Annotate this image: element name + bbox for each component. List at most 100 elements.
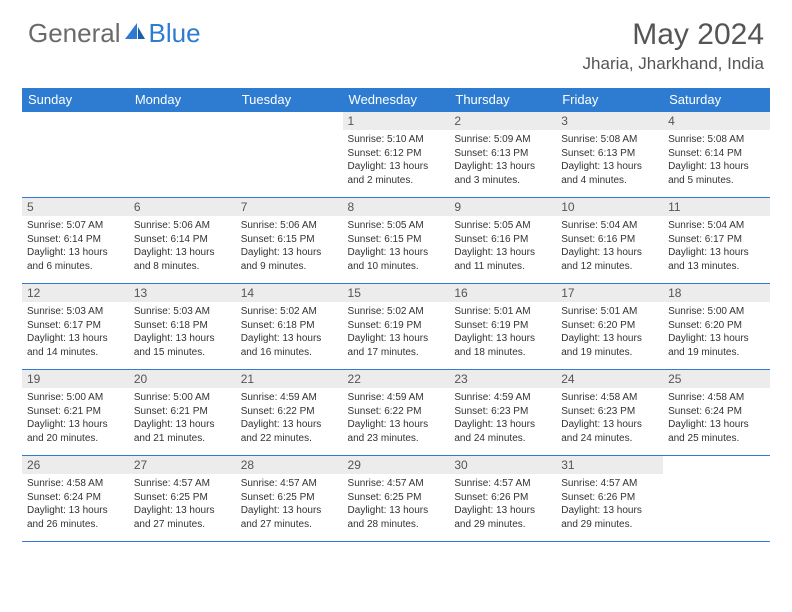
daylight-text: Daylight: 13 hours and 19 minutes. — [561, 332, 658, 359]
calendar-cell: 6Sunrise: 5:06 AMSunset: 6:14 PMDaylight… — [129, 198, 236, 284]
dow-header: Monday — [129, 88, 236, 112]
calendar-cell: 5Sunrise: 5:07 AMSunset: 6:14 PMDaylight… — [22, 198, 129, 284]
sunset-text: Sunset: 6:23 PM — [561, 405, 658, 419]
calendar-week: 19Sunrise: 5:00 AMSunset: 6:21 PMDayligh… — [22, 370, 770, 456]
daylight-text: Daylight: 13 hours and 21 minutes. — [134, 418, 231, 445]
sunset-text: Sunset: 6:25 PM — [348, 491, 445, 505]
daylight-text: Daylight: 13 hours and 26 minutes. — [27, 504, 124, 531]
header: General Blue May 2024 Jharia, Jharkhand,… — [0, 0, 792, 80]
day-number: 6 — [129, 198, 236, 216]
day-number: 13 — [129, 284, 236, 302]
sunrise-text: Sunrise: 5:09 AM — [454, 133, 551, 147]
sunset-text: Sunset: 6:22 PM — [241, 405, 338, 419]
day-data: Sunrise: 4:57 AMSunset: 6:25 PMDaylight:… — [343, 474, 450, 534]
calendar-cell: 2Sunrise: 5:09 AMSunset: 6:13 PMDaylight… — [449, 112, 556, 198]
day-number: 18 — [663, 284, 770, 302]
day-data: Sunrise: 4:58 AMSunset: 6:23 PMDaylight:… — [556, 388, 663, 448]
day-number: 30 — [449, 456, 556, 474]
sunrise-text: Sunrise: 5:02 AM — [348, 305, 445, 319]
sunset-text: Sunset: 6:25 PM — [134, 491, 231, 505]
sunset-text: Sunset: 6:13 PM — [561, 147, 658, 161]
daylight-text: Daylight: 13 hours and 29 minutes. — [454, 504, 551, 531]
calendar-cell — [22, 112, 129, 198]
dow-header: Thursday — [449, 88, 556, 112]
dow-header: Friday — [556, 88, 663, 112]
sunrise-text: Sunrise: 5:01 AM — [454, 305, 551, 319]
sunrise-text: Sunrise: 4:59 AM — [454, 391, 551, 405]
sunset-text: Sunset: 6:26 PM — [561, 491, 658, 505]
calendar-cell — [663, 456, 770, 542]
day-number: 2 — [449, 112, 556, 130]
daylight-text: Daylight: 13 hours and 12 minutes. — [561, 246, 658, 273]
sunrise-text: Sunrise: 4:58 AM — [561, 391, 658, 405]
sunrise-text: Sunrise: 4:58 AM — [27, 477, 124, 491]
sunrise-text: Sunrise: 5:01 AM — [561, 305, 658, 319]
sunset-text: Sunset: 6:18 PM — [134, 319, 231, 333]
day-data: Sunrise: 5:03 AMSunset: 6:17 PMDaylight:… — [22, 302, 129, 362]
logo-text-blue: Blue — [149, 18, 201, 49]
daylight-text: Daylight: 13 hours and 8 minutes. — [134, 246, 231, 273]
day-number: 29 — [343, 456, 450, 474]
calendar-cell: 16Sunrise: 5:01 AMSunset: 6:19 PMDayligh… — [449, 284, 556, 370]
location: Jharia, Jharkhand, India — [583, 54, 764, 74]
day-number: 11 — [663, 198, 770, 216]
day-number: 1 — [343, 112, 450, 130]
day-data: Sunrise: 5:08 AMSunset: 6:14 PMDaylight:… — [663, 130, 770, 190]
sunrise-text: Sunrise: 5:00 AM — [668, 305, 765, 319]
daylight-text: Daylight: 13 hours and 27 minutes. — [134, 504, 231, 531]
day-data: Sunrise: 4:57 AMSunset: 6:25 PMDaylight:… — [236, 474, 343, 534]
daylight-text: Daylight: 13 hours and 10 minutes. — [348, 246, 445, 273]
calendar-cell: 10Sunrise: 5:04 AMSunset: 6:16 PMDayligh… — [556, 198, 663, 284]
calendar-cell: 17Sunrise: 5:01 AMSunset: 6:20 PMDayligh… — [556, 284, 663, 370]
daylight-text: Daylight: 13 hours and 27 minutes. — [241, 504, 338, 531]
sunrise-text: Sunrise: 5:04 AM — [668, 219, 765, 233]
sunset-text: Sunset: 6:24 PM — [668, 405, 765, 419]
day-data: Sunrise: 5:05 AMSunset: 6:16 PMDaylight:… — [449, 216, 556, 276]
daylight-text: Daylight: 13 hours and 2 minutes. — [348, 160, 445, 187]
month-title: May 2024 — [583, 18, 764, 52]
dow-header: Saturday — [663, 88, 770, 112]
logo-text-general: General — [28, 18, 121, 49]
sunset-text: Sunset: 6:25 PM — [241, 491, 338, 505]
day-data: Sunrise: 5:04 AMSunset: 6:17 PMDaylight:… — [663, 216, 770, 276]
daylight-text: Daylight: 13 hours and 14 minutes. — [27, 332, 124, 359]
daylight-text: Daylight: 13 hours and 11 minutes. — [454, 246, 551, 273]
sunrise-text: Sunrise: 4:59 AM — [348, 391, 445, 405]
sunrise-text: Sunrise: 5:00 AM — [27, 391, 124, 405]
calendar-cell — [129, 112, 236, 198]
calendar-cell: 15Sunrise: 5:02 AMSunset: 6:19 PMDayligh… — [343, 284, 450, 370]
day-number: 15 — [343, 284, 450, 302]
day-number: 4 — [663, 112, 770, 130]
day-data: Sunrise: 5:00 AMSunset: 6:20 PMDaylight:… — [663, 302, 770, 362]
day-data: Sunrise: 5:02 AMSunset: 6:19 PMDaylight:… — [343, 302, 450, 362]
dow-header: Wednesday — [343, 88, 450, 112]
day-number: 19 — [22, 370, 129, 388]
sunrise-text: Sunrise: 5:00 AM — [134, 391, 231, 405]
calendar-week: 26Sunrise: 4:58 AMSunset: 6:24 PMDayligh… — [22, 456, 770, 542]
calendar-cell: 18Sunrise: 5:00 AMSunset: 6:20 PMDayligh… — [663, 284, 770, 370]
sunset-text: Sunset: 6:16 PM — [561, 233, 658, 247]
day-number: 17 — [556, 284, 663, 302]
day-data: Sunrise: 5:07 AMSunset: 6:14 PMDaylight:… — [22, 216, 129, 276]
sunset-text: Sunset: 6:26 PM — [454, 491, 551, 505]
sunrise-text: Sunrise: 4:58 AM — [668, 391, 765, 405]
calendar-cell: 9Sunrise: 5:05 AMSunset: 6:16 PMDaylight… — [449, 198, 556, 284]
daylight-text: Daylight: 13 hours and 17 minutes. — [348, 332, 445, 359]
calendar-cell: 24Sunrise: 4:58 AMSunset: 6:23 PMDayligh… — [556, 370, 663, 456]
calendar-cell: 13Sunrise: 5:03 AMSunset: 6:18 PMDayligh… — [129, 284, 236, 370]
day-number: 22 — [343, 370, 450, 388]
sunrise-text: Sunrise: 4:57 AM — [241, 477, 338, 491]
sunset-text: Sunset: 6:14 PM — [27, 233, 124, 247]
day-number: 27 — [129, 456, 236, 474]
day-data: Sunrise: 5:06 AMSunset: 6:14 PMDaylight:… — [129, 216, 236, 276]
logo: General Blue — [28, 18, 201, 49]
day-data: Sunrise: 5:09 AMSunset: 6:13 PMDaylight:… — [449, 130, 556, 190]
day-data: Sunrise: 5:05 AMSunset: 6:15 PMDaylight:… — [343, 216, 450, 276]
sunset-text: Sunset: 6:15 PM — [241, 233, 338, 247]
calendar-cell: 26Sunrise: 4:58 AMSunset: 6:24 PMDayligh… — [22, 456, 129, 542]
calendar-cell: 31Sunrise: 4:57 AMSunset: 6:26 PMDayligh… — [556, 456, 663, 542]
sunrise-text: Sunrise: 5:08 AM — [561, 133, 658, 147]
sunrise-text: Sunrise: 4:57 AM — [134, 477, 231, 491]
daylight-text: Daylight: 13 hours and 15 minutes. — [134, 332, 231, 359]
day-data: Sunrise: 4:57 AMSunset: 6:25 PMDaylight:… — [129, 474, 236, 534]
